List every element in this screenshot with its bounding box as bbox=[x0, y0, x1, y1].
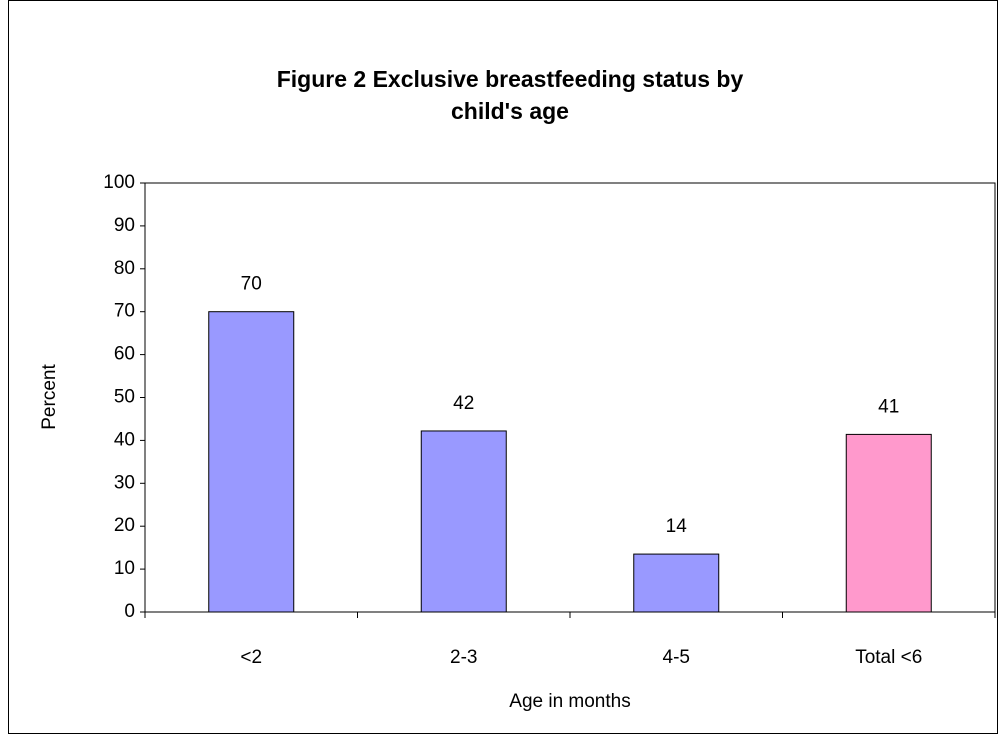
data-label: 42 bbox=[453, 393, 474, 414]
x-tick-label: 4-5 bbox=[663, 647, 690, 668]
y-tick-label: 10 bbox=[114, 558, 135, 579]
y-tick-label: 30 bbox=[114, 472, 135, 493]
y-tick-label: 90 bbox=[114, 215, 135, 236]
x-tick-label: 2-3 bbox=[450, 647, 477, 668]
y-tick-label: 40 bbox=[114, 429, 135, 450]
chart-title: child's age bbox=[451, 98, 569, 124]
bar bbox=[845, 433, 932, 613]
data-label: 14 bbox=[666, 516, 688, 537]
y-tick-label: 20 bbox=[114, 515, 135, 536]
x-tick-label: <2 bbox=[240, 647, 262, 668]
y-tick-label: 50 bbox=[114, 387, 135, 408]
y-tick-label: 70 bbox=[114, 301, 135, 322]
chart-title: Figure 2 Exclusive breastfeeding status … bbox=[277, 66, 744, 92]
x-axis-label: Age in months bbox=[509, 691, 630, 712]
y-axis-label: Percent bbox=[39, 364, 60, 430]
y-tick-label: 80 bbox=[114, 258, 135, 279]
data-label: 41 bbox=[878, 396, 899, 417]
y-tick-label: 100 bbox=[103, 172, 135, 193]
y-tick-label: 60 bbox=[114, 344, 135, 365]
x-tick-label: Total <6 bbox=[855, 647, 922, 668]
bar bbox=[208, 311, 295, 613]
bar bbox=[633, 553, 720, 613]
y-tick-label: 0 bbox=[124, 601, 135, 622]
bar bbox=[420, 430, 507, 613]
data-label: 70 bbox=[241, 274, 262, 295]
